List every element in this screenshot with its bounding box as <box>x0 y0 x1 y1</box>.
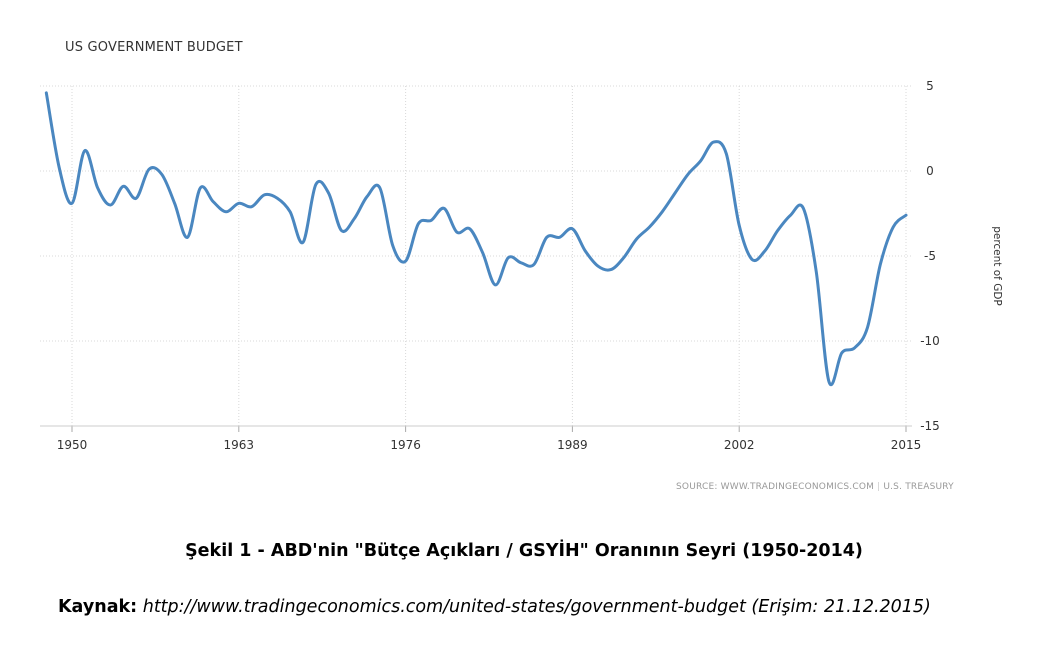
figure-reference: Kaynak: http://www.tradingeconomics.com/… <box>58 597 931 617</box>
data-point <box>674 192 676 194</box>
data-point <box>148 168 150 170</box>
x-tick-label: 1989 <box>557 438 588 452</box>
data-point <box>71 202 73 204</box>
data-point <box>610 268 612 270</box>
source-separator: | <box>877 482 881 492</box>
data-point <box>417 223 419 225</box>
reference-label: Kaynak: <box>58 597 138 617</box>
data-point <box>469 228 471 230</box>
data-point <box>507 257 509 259</box>
data-point <box>533 263 535 265</box>
y-tick-label: 0 <box>926 164 934 178</box>
data-point <box>558 236 560 238</box>
data-point <box>45 92 47 94</box>
data-point <box>404 260 406 262</box>
x-tick-label: 1950 <box>57 438 88 452</box>
data-point <box>122 185 124 187</box>
data-point <box>250 206 252 208</box>
data-point <box>879 263 881 265</box>
data-point <box>199 187 201 189</box>
data-point <box>289 211 291 213</box>
data-point <box>841 352 843 354</box>
data-point <box>109 204 111 206</box>
data-point <box>866 326 868 328</box>
data-point <box>700 160 702 162</box>
x-tick-label: 2015 <box>891 438 922 452</box>
data-point <box>635 238 637 240</box>
data-point <box>738 224 740 226</box>
data-point <box>302 241 304 243</box>
chart-source: SOURCE: WWW.TRADINGECONOMICS.COM | U.S. TR… <box>676 482 954 492</box>
data-point <box>687 173 689 175</box>
x-tick-label: 2002 <box>724 438 755 452</box>
data-point <box>276 197 278 199</box>
data-point <box>225 211 227 213</box>
data-point <box>238 202 240 204</box>
data-point <box>481 251 483 253</box>
data-point <box>443 207 445 209</box>
reference-url[interactable]: http://www.tradingeconomics.com/united-s… <box>142 597 746 617</box>
y-tick-label: -10 <box>920 334 940 348</box>
x-tick-label: 1963 <box>224 438 255 452</box>
data-point <box>430 219 432 221</box>
data-point <box>725 153 727 155</box>
data-point <box>623 257 625 259</box>
y-tick-label: -15 <box>920 419 940 433</box>
figure-caption: Şekil 1 - ABD'nin "Bütçe Açıkları / GSYİ… <box>185 541 863 561</box>
data-point <box>97 187 99 189</box>
data-point <box>571 228 573 230</box>
data-point <box>379 187 381 189</box>
data-point <box>712 141 714 143</box>
source-text: SOURCE: WWW.TRADINGECONOMICS.COM <box>676 482 875 492</box>
data-point <box>340 229 342 231</box>
data-point <box>315 183 317 185</box>
data-point <box>789 214 791 216</box>
series-line <box>44 91 908 387</box>
data-point <box>584 250 586 252</box>
data-point <box>456 231 458 233</box>
data-point <box>366 195 368 197</box>
data-point <box>764 250 766 252</box>
data-point <box>597 265 599 267</box>
data-point <box>802 207 804 209</box>
data-point <box>353 217 355 219</box>
data-point <box>661 211 663 213</box>
data-point <box>263 194 265 196</box>
data-point <box>520 262 522 264</box>
data-point <box>892 226 894 228</box>
source-publisher: U.S. TREASURY <box>883 482 954 492</box>
data-point <box>161 173 163 175</box>
data-point <box>494 284 496 286</box>
data-point <box>546 236 548 238</box>
data-point <box>173 202 175 204</box>
reference-access-date: (Erişim: 21.12.2015) <box>751 597 931 617</box>
data-point <box>751 258 753 260</box>
data-point <box>905 214 907 216</box>
data-point <box>828 381 830 383</box>
data-point <box>327 192 329 194</box>
data-point <box>392 245 394 247</box>
data-point <box>212 200 214 202</box>
data-point <box>58 166 60 168</box>
y-axis-label: percent of GDP <box>991 226 1003 306</box>
chart-title: US GOVERNMENT BUDGET <box>65 40 243 55</box>
data-point <box>777 229 779 231</box>
data-point <box>815 270 817 272</box>
data-point <box>648 226 650 228</box>
data-point <box>135 197 137 199</box>
data-point <box>854 347 856 349</box>
y-tick-label: -5 <box>924 249 936 263</box>
data-point <box>186 236 188 238</box>
x-tick-label: 1976 <box>390 438 421 452</box>
y-tick-label: 5 <box>926 79 934 93</box>
data-point <box>84 149 86 151</box>
